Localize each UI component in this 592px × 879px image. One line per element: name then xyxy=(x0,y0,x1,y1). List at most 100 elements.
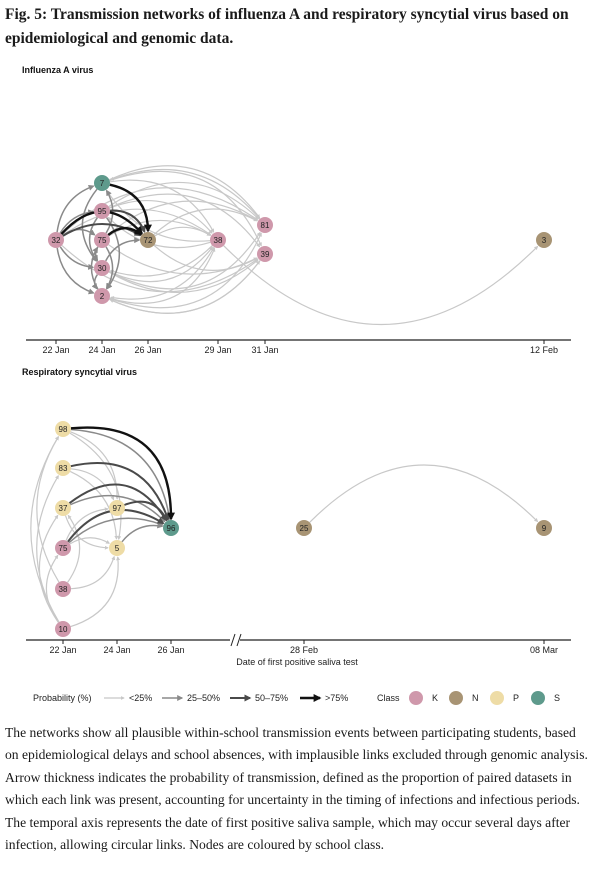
flu-transmission-arc xyxy=(154,226,211,237)
rsv-node: 37 xyxy=(55,500,71,516)
svg-text:95: 95 xyxy=(98,207,107,216)
rsv-node: 97 xyxy=(109,500,125,516)
flu-node: 38 xyxy=(210,232,226,248)
svg-text:38: 38 xyxy=(59,585,68,594)
rsv-axis-title: Date of first positive saliva test xyxy=(236,657,358,667)
flu-transmission-arc xyxy=(105,237,141,262)
flu-node: 75 xyxy=(94,232,110,248)
rsv-transmission-arc xyxy=(36,436,60,583)
rsv-tick-label: 08 Mar xyxy=(530,645,558,655)
flu-node: 81 xyxy=(257,217,273,233)
svg-text:K: K xyxy=(432,693,438,703)
legend-probability-item: 50–75% xyxy=(230,693,288,703)
flu-node: 2 xyxy=(94,288,110,304)
flu-transmission-arc xyxy=(109,183,152,233)
svg-text:75: 75 xyxy=(98,236,107,245)
flu-transmission-arc xyxy=(153,244,258,271)
svg-text:75: 75 xyxy=(59,544,68,553)
rsv-nodes: 98 83 37 97 96 75 5 38 10 25 9 xyxy=(55,421,552,637)
flu-transmission-arc xyxy=(109,199,213,234)
flu-transmission-arc xyxy=(108,259,259,293)
flu-transmission-arc xyxy=(59,209,95,234)
rsv-transmission-arc xyxy=(65,507,109,541)
rsv-transmission-arc xyxy=(45,554,59,623)
rsv-transmission-arc xyxy=(69,432,122,540)
figure-caption: The networks show all plausible within-s… xyxy=(5,725,588,853)
svg-text:81: 81 xyxy=(261,221,270,230)
flu-tick-label: 12 Feb xyxy=(530,345,558,355)
legend: Probability (%) <25% 25–50% 50–75% >75% … xyxy=(33,691,560,705)
svg-text:<25%: <25% xyxy=(129,693,152,703)
legend-class-item: S xyxy=(531,691,560,705)
flu-node: 32 xyxy=(48,232,64,248)
flu-node: 72 xyxy=(140,232,156,248)
svg-text:96: 96 xyxy=(167,524,176,533)
rsv-node: 38 xyxy=(55,581,71,597)
rsv-node: 96 xyxy=(163,520,179,536)
rsv-tick-label: 22 Jan xyxy=(49,645,76,655)
svg-text:2: 2 xyxy=(100,292,105,301)
rsv-node: 9 xyxy=(536,520,552,536)
rsv-transmission-arc xyxy=(69,470,119,540)
legend-class-item: N xyxy=(449,691,479,705)
svg-text:7: 7 xyxy=(100,179,105,188)
flu-tick-label: 29 Jan xyxy=(204,345,231,355)
svg-text:P: P xyxy=(513,693,519,703)
svg-text:30: 30 xyxy=(98,264,107,273)
svg-text:>75%: >75% xyxy=(325,693,348,703)
rsv-transmission-arc xyxy=(68,517,164,544)
rsv-transmission-arc xyxy=(70,426,176,521)
rsv-transmission-arc xyxy=(69,537,110,545)
svg-text:S: S xyxy=(554,693,560,703)
legend-probability-item: >75% xyxy=(300,693,348,703)
flu-transmission-arc xyxy=(81,188,98,262)
flu-transmission-arc xyxy=(108,244,258,275)
rsv-transmission-arc xyxy=(67,514,81,583)
flu-transmission-arc xyxy=(61,244,259,293)
figure-title: Fig. 5: Transmission networks of influen… xyxy=(5,6,569,47)
rsv-node: 5 xyxy=(109,540,125,556)
svg-text:N: N xyxy=(472,693,479,703)
svg-text:39: 39 xyxy=(261,250,270,259)
legend-probability-item: 25–50% xyxy=(162,693,220,703)
rsv-transmission-arc xyxy=(69,494,166,523)
rsv-node: 10 xyxy=(55,621,71,637)
flu-nodes: 7 95 32 75 72 38 81 39 30 2 3 xyxy=(48,175,552,304)
flu-transmission-arc xyxy=(90,246,99,290)
svg-text:9: 9 xyxy=(542,524,547,533)
svg-text:97: 97 xyxy=(113,504,122,513)
rsv-edges xyxy=(30,426,539,628)
flu-node: 7 xyxy=(94,175,110,191)
flu-node: 3 xyxy=(536,232,552,248)
flu-transmission-arc xyxy=(109,168,261,220)
svg-text:25: 25 xyxy=(300,524,309,533)
legend-probability-title: Probability (%) xyxy=(33,693,92,703)
transmission-network-figure: Influenza A virus 7 95 32 75 72 38 81 39… xyxy=(22,65,571,705)
flu-transmission-arc xyxy=(109,260,261,314)
rsv-transmission-arc xyxy=(70,462,170,521)
flu-transmission-arc xyxy=(109,165,261,219)
flu-transmission-arc xyxy=(62,208,212,236)
flu-transmission-arc xyxy=(108,246,213,283)
rsv-node: 75 xyxy=(55,540,71,556)
flu-transmission-arc xyxy=(109,170,262,247)
flu-node: 30 xyxy=(94,260,110,276)
flu-panel-label: Influenza A virus xyxy=(22,65,93,75)
flu-tick-label: 24 Jan xyxy=(88,345,115,355)
flu-transmission-arc xyxy=(109,193,261,248)
rsv-node: 83 xyxy=(55,460,71,476)
flu-transmission-arc xyxy=(59,246,95,270)
flu-tick-label: 22 Jan xyxy=(42,345,69,355)
axis-break-icon xyxy=(230,633,236,647)
svg-text:10: 10 xyxy=(59,625,68,634)
svg-text:38: 38 xyxy=(214,236,223,245)
flu-transmission-arc xyxy=(62,223,142,237)
flu-node: 39 xyxy=(257,246,273,262)
flu-edges xyxy=(56,165,539,325)
rsv-node: 25 xyxy=(296,520,312,536)
legend-class-item: K xyxy=(409,691,438,705)
axis-break-icon xyxy=(236,633,242,647)
flu-transmission-arc xyxy=(108,181,260,220)
flu-transmission-arc xyxy=(153,208,258,236)
flu-tick-label: 26 Jan xyxy=(134,345,161,355)
